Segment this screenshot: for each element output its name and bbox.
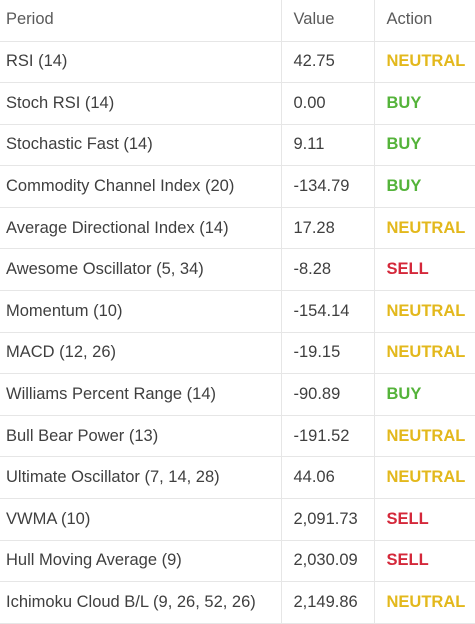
indicator-name: Awesome Oscillator (5, 34) (0, 248, 281, 292)
action-signal: BUY (373, 165, 475, 208)
indicator-value: -191.52 (280, 415, 374, 458)
indicator-name: Stoch RSI (14) (0, 82, 281, 125)
indicator-name: Momentum (10) (0, 290, 281, 333)
indicator-value: 2,091.73 (280, 498, 374, 541)
header-action[interactable]: Action (373, 0, 475, 42)
table-row: Stochastic Fast (14) 9.11 BUY (0, 124, 475, 167)
action-signal: BUY (373, 124, 475, 167)
indicator-name: Williams Percent Range (14) (0, 373, 281, 416)
indicator-name: MACD (12, 26) (0, 332, 281, 375)
indicator-value: 9.11 (280, 124, 374, 167)
indicator-name: Bull Bear Power (13) (0, 415, 281, 458)
action-signal: NEUTRAL (373, 581, 475, 624)
action-signal: NEUTRAL (373, 207, 475, 250)
table-body: RSI (14) 42.75 NEUTRAL Stoch RSI (14) 0.00 BU… (0, 41, 475, 624)
table-row: Hull Moving Average (9) 2,030.09 SELL (0, 540, 475, 583)
table-row: MACD (12, 26) -19.15 NEUTRAL (0, 332, 475, 375)
table-row: Williams Percent Range (14) -90.89 BUY (0, 373, 475, 416)
header-period[interactable]: Period (0, 0, 281, 42)
action-signal: NEUTRAL (373, 290, 475, 333)
indicator-value: -90.89 (280, 373, 374, 416)
indicator-value: -8.28 (280, 248, 374, 292)
indicator-name: Ichimoku Cloud B/L (9, 26, 52, 26) (0, 581, 281, 624)
table-header: Period Value Action (0, 0, 475, 42)
action-signal: BUY (373, 82, 475, 125)
indicator-value: 2,149.86 (280, 581, 374, 624)
indicator-name: Stochastic Fast (14) (0, 124, 281, 167)
indicator-value: -134.79 (280, 165, 374, 208)
table-row: Average Directional Index (14) 17.28 NEUTR… (0, 207, 475, 250)
indicator-value: 44.06 (280, 456, 374, 500)
indicator-name: VWMA (10) (0, 498, 281, 541)
table-row: Ultimate Oscillator (7, 14, 28) 44.06 NEUT… (0, 456, 475, 500)
header-row: Period Value Action (0, 0, 475, 42)
action-signal: NEUTRAL (373, 456, 475, 500)
table-row: Commodity Channel Index (20) -134.79 BUY (0, 165, 475, 208)
indicator-value: 0.00 (280, 82, 374, 125)
header-value[interactable]: Value (280, 0, 374, 42)
action-signal: BUY (373, 373, 475, 416)
indicator-name: RSI (14) (0, 41, 281, 84)
indicator-name: Hull Moving Average (9) (0, 540, 281, 583)
table-row: Bull Bear Power (13) -191.52 NEUTRAL (0, 415, 475, 458)
action-signal: SELL (373, 540, 475, 583)
indicator-name: Commodity Channel Index (20) (0, 165, 281, 208)
action-signal: NEUTRAL (373, 415, 475, 458)
table-row: VWMA (10) 2,091.73 SELL (0, 498, 475, 541)
action-signal: NEUTRAL (373, 332, 475, 375)
action-signal: SELL (373, 498, 475, 541)
indicator-name: Ultimate Oscillator (7, 14, 28) (0, 456, 281, 500)
indicator-value: -154.14 (280, 290, 374, 333)
table-row: Ichimoku Cloud B/L (9, 26, 52, 26) 2,149.… (0, 581, 475, 624)
indicator-name: Average Directional Index (14) (0, 207, 281, 250)
indicator-value: 42.75 (280, 41, 374, 84)
table-row: RSI (14) 42.75 NEUTRAL (0, 41, 475, 84)
indicator-value: -19.15 (280, 332, 374, 375)
table-row: Momentum (10) -154.14 NEUTRAL (0, 290, 475, 333)
action-signal: NEUTRAL (373, 41, 475, 84)
action-signal: SELL (373, 248, 475, 292)
table-row: Awesome Oscillator (5, 34) -8.28 SELL (0, 248, 475, 292)
table-row: Stoch RSI (14) 0.00 BUY (0, 82, 475, 125)
indicator-value: 17.28 (280, 207, 374, 250)
indicator-value: 2,030.09 (280, 540, 374, 583)
